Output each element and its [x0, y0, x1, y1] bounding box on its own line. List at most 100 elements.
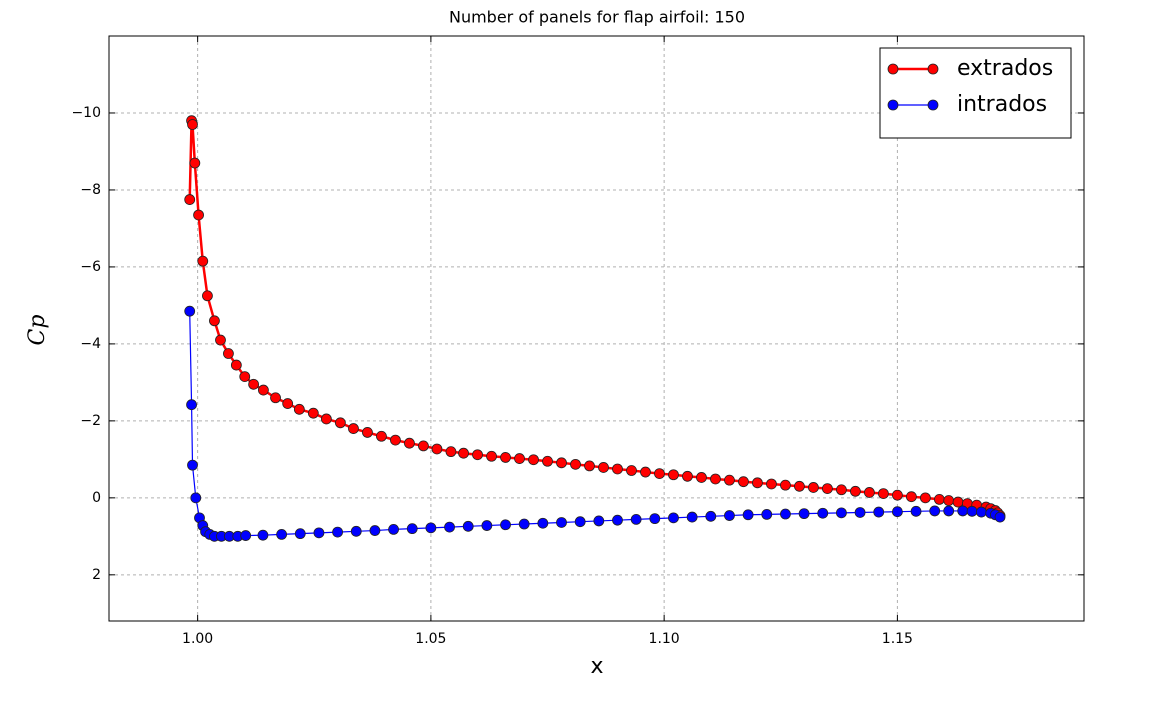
data-point — [332, 526, 343, 538]
data-point — [612, 514, 623, 526]
data-point — [780, 479, 791, 491]
data-point — [836, 484, 847, 496]
data-point — [404, 437, 415, 449]
data-point — [905, 491, 917, 503]
data-point — [248, 378, 260, 390]
data-point — [190, 492, 202, 504]
data-point — [514, 453, 525, 464]
legend: extrados intrados — [879, 47, 1072, 139]
data-point — [223, 348, 234, 359]
y-tick-label: 2 — [92, 567, 101, 583]
series-line — [189, 311, 1001, 537]
data-point — [919, 492, 931, 504]
data-point — [626, 465, 637, 476]
data-point — [761, 508, 773, 520]
data-point — [929, 505, 941, 517]
data-point — [376, 430, 387, 442]
data-point — [542, 455, 553, 467]
data-point — [193, 209, 204, 221]
data-point — [836, 507, 847, 519]
data-point — [910, 505, 922, 517]
x-tick-label: 1.00 — [182, 631, 213, 647]
data-point — [933, 493, 945, 505]
data-point — [500, 452, 511, 463]
data-point — [362, 427, 373, 438]
legend-marker — [927, 63, 939, 75]
data-point — [766, 478, 777, 490]
data-point — [798, 508, 810, 520]
y-tick-label: −8 — [80, 182, 101, 198]
data-point — [418, 440, 429, 452]
data-point — [952, 496, 964, 508]
data-point — [966, 505, 978, 517]
data-point — [348, 423, 359, 434]
data-point — [873, 506, 885, 518]
y-tick-label: −6 — [80, 259, 101, 275]
data-point — [258, 384, 269, 396]
data-point — [943, 505, 955, 517]
data-point — [215, 334, 226, 346]
data-point — [500, 519, 511, 531]
data-point — [350, 525, 362, 537]
legend-box — [879, 47, 1072, 139]
data-point — [390, 434, 401, 446]
data-point — [486, 450, 497, 462]
y-axis-label: Cp — [25, 315, 50, 346]
data-point — [189, 157, 201, 169]
data-point — [528, 454, 539, 466]
data-point — [186, 399, 197, 411]
data-point — [822, 483, 833, 495]
data-point — [640, 466, 651, 478]
data-point — [458, 447, 469, 459]
data-point — [850, 485, 861, 497]
data-point — [612, 463, 623, 475]
data-point — [257, 529, 269, 541]
data-point — [276, 529, 288, 540]
x-tick-label: 1.05 — [415, 631, 446, 647]
data-point — [570, 458, 581, 470]
x-tick-label: 1.10 — [649, 631, 680, 647]
data-point — [710, 473, 721, 485]
data-point — [197, 255, 209, 267]
data-point — [654, 468, 665, 479]
data-point — [294, 528, 306, 540]
legend-marker — [887, 63, 899, 75]
data-point — [445, 446, 457, 458]
data-point — [593, 515, 605, 527]
x-tick-label: 1.15 — [882, 631, 913, 647]
data-point — [425, 522, 437, 534]
data-point — [187, 119, 198, 130]
legend-marker — [927, 99, 939, 111]
chart-title: Number of panels for flap airfoil: 150 — [449, 8, 745, 27]
legend-label: extrados — [957, 56, 1053, 81]
series-line — [188, 120, 1001, 517]
data-point — [794, 480, 805, 492]
data-point — [472, 449, 483, 461]
data-point — [556, 517, 567, 528]
data-point — [240, 530, 252, 541]
data-point — [187, 459, 198, 471]
data-point — [584, 460, 595, 472]
legend-marker — [887, 99, 899, 111]
data-point — [891, 489, 903, 501]
data-point — [630, 513, 642, 525]
data-point — [957, 505, 969, 517]
data-point — [230, 359, 242, 371]
data-point — [313, 527, 325, 539]
y-tick-label: 0 — [92, 490, 101, 506]
data-point — [817, 507, 829, 519]
data-point — [943, 495, 955, 506]
data-point — [184, 194, 196, 205]
data-point — [537, 517, 549, 529]
data-point — [780, 508, 791, 520]
data-point — [431, 443, 443, 455]
legend-label: intrados — [957, 92, 1047, 117]
data-point — [668, 469, 679, 481]
data-point — [239, 371, 251, 383]
data-point — [696, 472, 707, 483]
data-point — [320, 413, 332, 425]
data-point — [556, 457, 567, 469]
data-point — [864, 487, 875, 498]
data-point — [209, 315, 220, 327]
